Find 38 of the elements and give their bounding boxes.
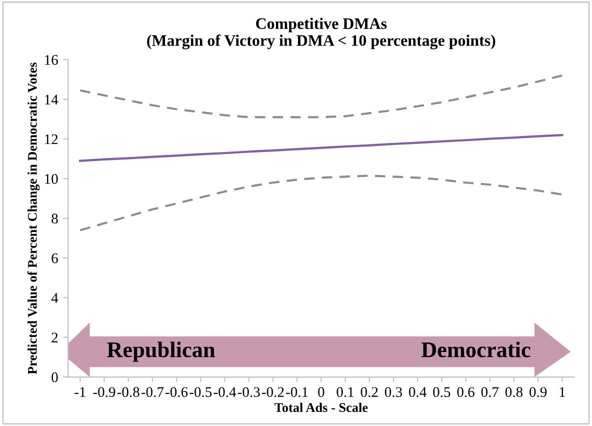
x-tick-label: 0.2 — [360, 387, 378, 398]
y-tick-label: 14 — [45, 94, 58, 104]
x-tick-label: 0.5 — [433, 387, 450, 398]
x-tick-label: -0.5 — [190, 387, 212, 398]
x-tick-label: 0.1 — [336, 387, 354, 398]
x-tick-label: 0.4 — [409, 387, 426, 398]
x-tick-label: 1 — [560, 387, 565, 397]
x-tick-label: 0 — [318, 387, 324, 397]
y-axis-title: Predicted Value of Percent Change in Democratic Votes — [27, 62, 40, 374]
x-tick-label: -0.6 — [166, 387, 188, 398]
x-tick-label: -1 — [74, 387, 86, 397]
x-tick-label: 0.8 — [505, 387, 523, 398]
y-tick-label: 16 — [45, 55, 58, 65]
x-tick-label: -0.7 — [141, 387, 164, 398]
chart-title: Competitive DMAs (Margin of Victory in DMA < 10 percentage points) — [147, 18, 496, 50]
x-tick-label: -0.2 — [262, 387, 284, 398]
line-series — [79, 134, 564, 162]
x-tick-label: -0.8 — [117, 387, 140, 398]
y-tick-label: 6 — [52, 253, 58, 264]
annotation: Republican — [107, 342, 215, 362]
x-tick-label: 0.9 — [530, 387, 547, 398]
x-tick-label: -0.9 — [93, 387, 116, 398]
y-tick-label: 4 — [51, 293, 58, 303]
x-tick-label: -0.1 — [286, 387, 308, 398]
y-tick-label: 0 — [52, 372, 58, 382]
x-tick-label: 0.7 — [481, 387, 499, 398]
line-series — [79, 74, 564, 118]
x-tick-label: 0.3 — [384, 387, 402, 398]
y-tick-label: 8 — [52, 214, 58, 224]
annotation: Democratic — [421, 342, 530, 358]
x-axis-title: Total Ads - Scale — [274, 402, 368, 412]
y-tick-label: 10 — [45, 174, 58, 184]
y-tick-label: 2 — [52, 332, 58, 342]
line-series — [79, 174, 564, 232]
x-tick-label: -0.4 — [214, 387, 236, 398]
y-tick-label: 12 — [45, 134, 58, 144]
x-tick-label: 0.6 — [457, 387, 474, 398]
x-tick-label: -0.3 — [238, 387, 260, 398]
